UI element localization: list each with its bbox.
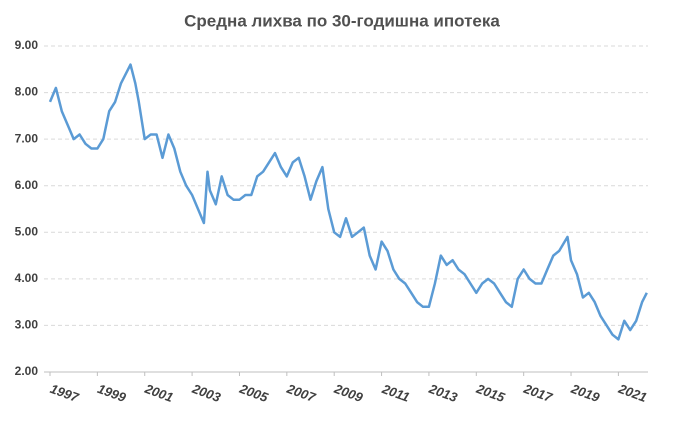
x-tick-label: 2013 [426,381,460,406]
y-tick-label: 6.00 [15,178,39,192]
x-tick-label: 2001 [142,381,175,405]
x-tick-label: 2015 [474,381,508,406]
x-tick-label: 2017 [521,381,555,406]
y-tick-label: 8.00 [15,85,39,99]
x-tick-label: 2009 [331,381,365,406]
x-tick-label: 1999 [96,381,129,405]
y-tick-label: 2.00 [15,364,39,378]
x-tick-label: 1997 [48,381,81,405]
y-tick-label: 3.00 [15,318,39,332]
series-line [48,63,648,341]
y-tick-label: 9.00 [15,38,39,52]
chart-title: Средна лихва по 30-годишна ипотека [184,11,500,30]
x-tick-label: 2021 [616,381,649,405]
x-tick-label: 2007 [284,381,318,406]
x-tick-label: 2019 [568,381,602,406]
x-tick-label: 2003 [189,381,223,406]
y-tick-label: 7.00 [15,131,39,145]
y-tick-label: 4.00 [15,271,39,285]
y-tick-label: 5.00 [15,224,39,238]
x-tick-label: 2011 [379,381,411,405]
x-tick-label: 2005 [237,381,271,406]
